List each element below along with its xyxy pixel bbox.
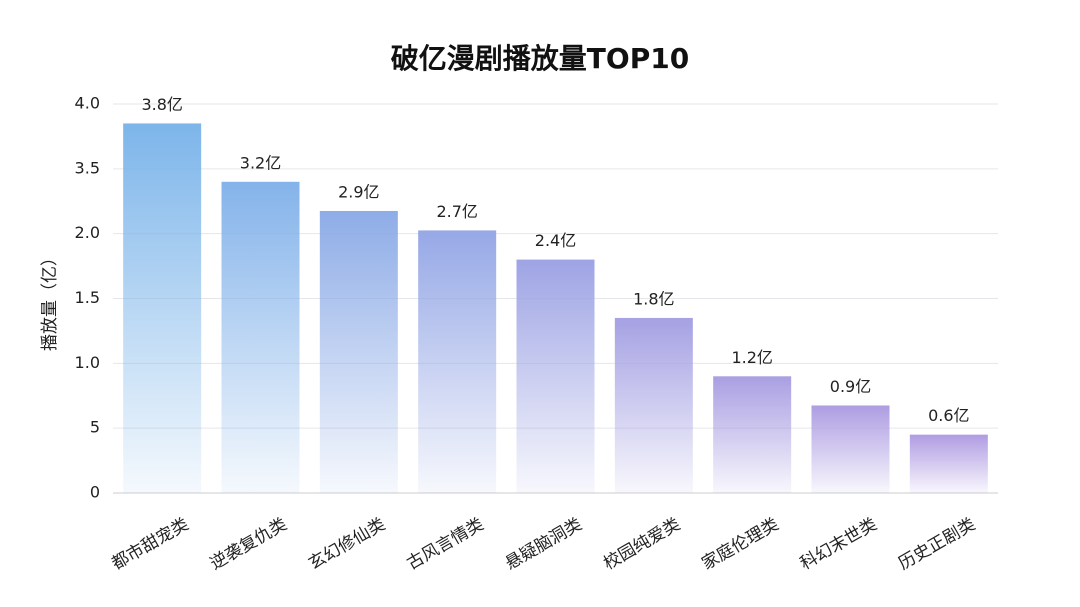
x-tick-label: 历史正剧类	[895, 514, 979, 574]
x-tick-label: 古风言情类	[404, 514, 488, 574]
bar	[909, 434, 988, 493]
y-tick-label: 1.5	[75, 288, 100, 307]
value-label: 0.9亿	[830, 377, 871, 396]
bar	[418, 230, 497, 494]
bar	[614, 317, 693, 493]
value-label: 2.7亿	[436, 202, 477, 221]
bar	[319, 210, 398, 493]
x-tick-label: 家庭伦理类	[699, 514, 783, 574]
bar	[811, 405, 890, 493]
y-tick-label: 5	[90, 418, 100, 437]
value-label: 1.2亿	[731, 348, 772, 367]
y-tick-label: 1.0	[75, 353, 100, 372]
x-tick-label: 校园纯爱类	[600, 514, 684, 574]
x-tick-label: 玄幻修仙类	[305, 514, 389, 574]
y-axis-title: 播放量（亿）	[40, 249, 60, 351]
x-tick-label: 都市甜宠类	[109, 514, 193, 574]
bar	[713, 376, 792, 493]
value-label: 2.4亿	[535, 231, 576, 250]
bar	[123, 123, 202, 493]
bar	[516, 259, 595, 493]
y-tick-label: 4.0	[75, 94, 100, 113]
value-label: 3.8亿	[141, 95, 182, 114]
value-label: 0.6亿	[928, 406, 969, 425]
y-tick-label: 3.5	[75, 158, 100, 177]
value-label: 2.9亿	[338, 182, 379, 201]
chart-title: 破亿漫剧播放量TOP10	[391, 42, 689, 75]
bar	[221, 181, 300, 494]
y-tick-label: 0	[90, 483, 100, 502]
value-label: 1.8亿	[633, 289, 674, 308]
x-tick-label: 逆袭复仇类	[207, 514, 291, 574]
value-label: 3.2亿	[240, 153, 281, 172]
y-tick-label: 2.0	[75, 223, 100, 242]
x-tick-label: 悬疑脑洞类	[502, 514, 586, 574]
x-tick-label: 科幻末世类	[797, 514, 881, 574]
